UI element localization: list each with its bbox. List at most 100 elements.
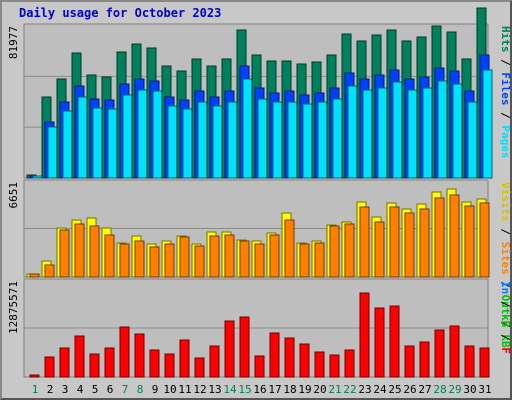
bar-sites-day-14 [224,234,235,278]
x-tick-label: 27 [418,383,431,396]
bar-sites-day-26 [404,212,415,278]
x-tick-label: 21 [328,383,341,396]
legend-item-hits: Hits [499,26,512,53]
legend-1: Hits / Files / Pages [499,26,512,159]
bar-pages-day-26 [407,89,418,179]
bar-kb-f-day-17 [269,332,280,378]
bar-kb-f-day-30 [464,345,475,378]
x-tick-label: 1 [32,383,39,396]
x-tick-label: 20 [313,383,326,396]
bar-pages-day-18 [287,101,298,179]
bar-kb-f-day-19 [299,343,310,378]
x-tick-label: 9 [152,383,159,396]
bar-pages-day-11 [182,108,193,179]
bar-sites-day-10 [164,243,175,278]
bar-sites-day-19 [299,243,310,278]
x-tick-label: 17 [268,383,281,396]
bar-sites-day-5 [89,225,100,278]
bar-pages-day-17 [272,101,283,179]
bar-sites-day-6 [104,234,115,278]
legend-item-kb: kB [499,334,512,348]
bar-kb-f-day-8 [134,333,145,378]
x-tick-label: 13 [208,383,221,396]
x-tick-label: 16 [253,383,266,396]
legend-item-f: F [499,347,512,354]
bar-pages-day-30 [467,101,478,179]
x-tick-label: 25 [388,383,401,396]
bar-pages-day-13 [212,105,223,179]
x-tick-label: 8 [137,383,144,396]
bar-pages-day-6 [107,108,118,179]
bar-kb-f-day-25 [389,305,400,378]
x-tick-label: 23 [358,383,371,396]
x-tick-label: 26 [403,383,416,396]
x-tick-label: 29 [448,383,461,396]
legend-item-out: Out [499,295,512,315]
bar-pages-day-24 [377,87,388,179]
bar-kb-f-day-24 [374,307,385,378]
legend-separator: / [499,315,512,335]
x-tick-label: 11 [178,383,191,396]
bar-kb-f-day-20 [314,351,325,378]
bar-pages-day-21 [332,98,343,179]
legend-item-pages: Pages [499,125,512,158]
bar-pages-day-2 [47,126,58,179]
legend-item-kb: kB [499,314,512,328]
x-tick-label: 19 [298,383,311,396]
bar-kb-f-day-28 [434,329,445,378]
bar-pages-day-23 [362,89,373,179]
bar-pages-day-14 [227,101,238,179]
legend-item-visits: Visits [499,182,512,222]
y-max-label-3: 12875571 [7,281,20,334]
bar-sites-day-13 [209,235,220,278]
bar-kb-f-day-10 [164,353,175,378]
bar-sites-day-18 [284,219,295,278]
x-tick-label: 14 [223,383,237,396]
bar-kb-f-day-4 [74,335,85,378]
bar-pages-day-19 [302,103,313,179]
legend-separator: / [499,294,512,314]
bar-sites-day-12 [194,245,205,278]
x-tick-label: 30 [463,383,476,396]
bar-kb-f-day-13 [209,345,220,378]
x-tick-label: 5 [92,383,99,396]
bar-kb-f-day-11 [179,339,190,378]
bar-pages-day-31 [482,69,493,179]
bar-kb-f-day-6 [104,347,115,378]
bar-pages-day-4 [77,96,88,179]
bar-kb-f-day-16 [254,355,265,378]
legend-item-files: Files [499,72,512,105]
legend-3: In / kB / F [499,281,512,354]
x-tick-label: 3 [62,383,69,396]
bar-sites-day-1 [29,273,40,278]
legend-separator: / [499,327,512,347]
x-tick-label: 15 [238,383,251,396]
x-tick-label: 18 [283,383,296,396]
legend-item-sites: Sites [499,242,512,275]
bar-kb-f-day-31 [479,347,490,378]
bar-kb-f-day-27 [419,341,430,378]
bar-kb-f-day-15 [239,316,250,378]
bar-sites-day-25 [389,206,400,278]
bar-kb-f-day-29 [449,325,460,378]
bar-sites-day-15 [239,240,250,278]
bar-sites-day-31 [479,202,490,278]
bar-pages-day-16 [257,98,268,179]
bar-sites-day-9 [149,246,160,278]
bar-pages-day-28 [437,80,448,179]
legend-separator: / [499,106,512,126]
bar-pages-day-15 [242,78,253,179]
x-tick-label: 4 [77,383,84,396]
bar-kb-f-day-23 [359,292,370,378]
bar-pages-day-25 [392,81,403,179]
bar-kb-f-day-21 [329,354,340,378]
chart-title: Daily usage for October 2023 [19,6,222,20]
bar-sites-day-8 [134,240,145,278]
bar-sites-day-24 [374,221,385,278]
x-tick-label: 2 [47,383,54,396]
x-tick-label: 22 [343,383,356,396]
bar-sites-day-20 [314,242,325,278]
bar-pages-day-27 [422,87,433,179]
x-tick-label: 7 [122,383,129,396]
